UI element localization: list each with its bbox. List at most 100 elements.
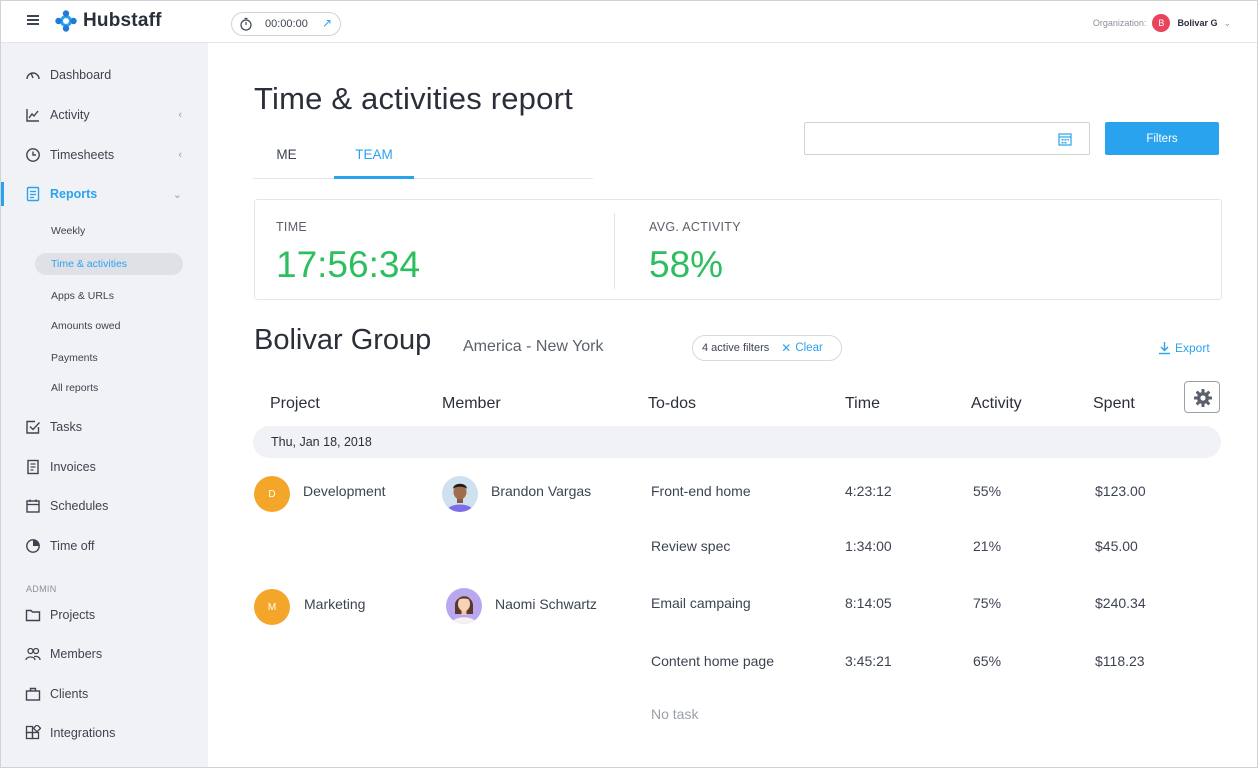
tab-team[interactable]: TEAM — [334, 141, 414, 179]
clock-icon — [26, 148, 40, 162]
sidebar-item-integrations[interactable]: Integrations — [1, 719, 208, 747]
menu-icon[interactable] — [27, 15, 39, 25]
sidebar-item-members[interactable]: Members — [1, 640, 208, 668]
report-tabs: ME TEAM — [253, 141, 593, 179]
briefcase-icon — [25, 687, 41, 701]
hubstaff-logo[interactable]: Hubstaff — [55, 10, 162, 32]
stat-activity-value: 58% — [649, 244, 724, 285]
activity-value: 75% — [973, 595, 1002, 611]
sidebar-item-label: Time off — [50, 539, 95, 553]
spent-value: $45.00 — [1095, 538, 1138, 554]
sidebar-subitem-all-reports[interactable]: All reports — [35, 377, 183, 399]
sidebar-item-timesheets[interactable]: Timesheets ‹ — [1, 141, 208, 169]
member-name[interactable]: Brandon Vargas — [491, 483, 592, 499]
spent-value: $240.34 — [1095, 595, 1146, 611]
column-header-time: Time — [845, 395, 880, 412]
project-name[interactable]: Marketing — [304, 596, 366, 612]
invoice-icon — [27, 459, 39, 475]
stopwatch-icon — [240, 17, 252, 31]
time-value: 4:23:12 — [845, 483, 892, 499]
sidebar-item-tasks[interactable]: Tasks — [1, 413, 208, 441]
column-header-project: Project — [270, 395, 320, 412]
dashboard-icon — [26, 72, 40, 80]
sidebar-item-label: Integrations — [50, 726, 116, 740]
sidebar-item-projects[interactable]: Projects — [1, 601, 208, 629]
timer-widget[interactable]: 00:00:00 ↗ — [231, 12, 341, 36]
organization-label: Organization: — [1092, 18, 1147, 28]
sidebar-subitem-label: Payments — [51, 352, 98, 364]
sidebar-subitem-label: Time & activities — [51, 258, 128, 270]
stats-card: TIME 17:56:34 AVG. ACTIVITY 58% — [254, 199, 1222, 300]
activity-value: 55% — [973, 483, 1002, 499]
todo-name[interactable]: Email campaing — [651, 595, 751, 611]
spent-value: $118.23 — [1095, 653, 1145, 669]
chevron-down-icon: ⌄ — [1223, 17, 1231, 28]
app-name: Hubstaff — [83, 10, 162, 31]
chevron-down-icon: ⌄ — [172, 188, 182, 201]
sidebar: Dashboard Activity ‹ Timesheets ‹ Report… — [1, 43, 208, 767]
pie-chart-icon — [26, 539, 40, 553]
project-avatar: D — [254, 476, 290, 512]
column-header-member: Member — [442, 395, 501, 412]
sidebar-item-label: Clients — [50, 687, 89, 701]
sidebar-item-label: Reports — [50, 187, 98, 201]
active-indicator — [1, 182, 4, 206]
sidebar-item-clients[interactable]: Clients — [1, 680, 208, 708]
sidebar-subitem-weekly[interactable]: Weekly — [35, 220, 183, 242]
sidebar-item-label: Activity — [50, 108, 90, 122]
sidebar-item-time-off[interactable]: Time off — [1, 532, 208, 560]
clear-filters-link[interactable]: Clear — [795, 342, 823, 354]
todo-name[interactable]: Review spec — [651, 538, 731, 554]
filters-button[interactable]: Filters — [1105, 122, 1219, 155]
calendar-icon — [26, 499, 40, 513]
sidebar-item-label: Dashboard — [50, 68, 112, 82]
stats-divider — [614, 213, 615, 289]
sidebar-item-label: Invoices — [50, 460, 96, 474]
column-header-todos: To-dos — [648, 395, 697, 412]
sidebar-item-reports[interactable]: Reports ⌄ — [1, 180, 208, 208]
project-name[interactable]: Development — [303, 483, 386, 499]
todo-name[interactable]: Content home page — [651, 653, 774, 669]
sidebar-subitem-apps-urls[interactable]: Apps & URLs — [35, 285, 183, 307]
tab-me[interactable]: ME — [276, 147, 297, 162]
export-button[interactable]: Export — [1158, 341, 1210, 355]
sidebar-item-label: Members — [50, 647, 103, 661]
sidebar-subitem-label: Apps & URLs — [51, 290, 115, 302]
group-name: Bolivar Group — [254, 324, 432, 356]
sidebar-subitem-label: Weekly — [51, 225, 86, 237]
timer-value: 00:00:00 — [265, 18, 308, 30]
date-range-input[interactable] — [804, 122, 1090, 155]
table-settings-button[interactable] — [1184, 381, 1220, 413]
sidebar-subitem-time-activities[interactable]: Time & activities — [35, 253, 183, 275]
todo-name[interactable]: Front-end home — [651, 483, 751, 499]
active-filters-pill: 4 active filters ✕ Clear — [692, 335, 842, 361]
calendar-icon[interactable] — [1058, 132, 1072, 146]
project-avatar: M — [254, 589, 290, 625]
sidebar-item-invoices[interactable]: Invoices — [1, 453, 208, 481]
close-icon[interactable]: ✕ — [781, 341, 792, 355]
chevron-left-icon: ‹ — [178, 109, 182, 121]
sidebar-subitem-payments[interactable]: Payments — [35, 347, 183, 369]
group-timezone: America - New York — [463, 338, 604, 355]
main-content: Time & activities report ME TEAM Filters… — [208, 43, 1257, 767]
page-title: Time & activities report — [254, 81, 573, 116]
time-value: 3:45:21 — [845, 653, 892, 669]
organization-switcher[interactable]: Organization: B Bolivar G ⌄ — [1093, 14, 1231, 32]
sidebar-item-activity[interactable]: Activity ‹ — [1, 101, 208, 129]
integrations-icon — [25, 725, 41, 740]
sidebar-item-label: Projects — [50, 608, 96, 622]
checkbox-icon — [26, 420, 41, 434]
open-timer-icon[interactable]: ↗ — [321, 16, 332, 30]
activity-value: 21% — [973, 538, 1002, 554]
sidebar-subitem-amounts-owed[interactable]: Amounts owed — [35, 315, 183, 337]
time-value: 8:14:05 — [845, 595, 892, 611]
sidebar-item-schedules[interactable]: Schedules — [1, 492, 208, 520]
gear-icon — [1194, 389, 1212, 407]
member-name[interactable]: Naomi Schwartz — [495, 596, 597, 612]
folder-icon — [25, 609, 41, 622]
sidebar-item-dashboard[interactable]: Dashboard — [1, 61, 208, 89]
sidebar-item-label: Schedules — [50, 499, 109, 513]
avatar-photo-icon — [442, 476, 478, 512]
spent-value: $123.00 — [1095, 483, 1146, 499]
